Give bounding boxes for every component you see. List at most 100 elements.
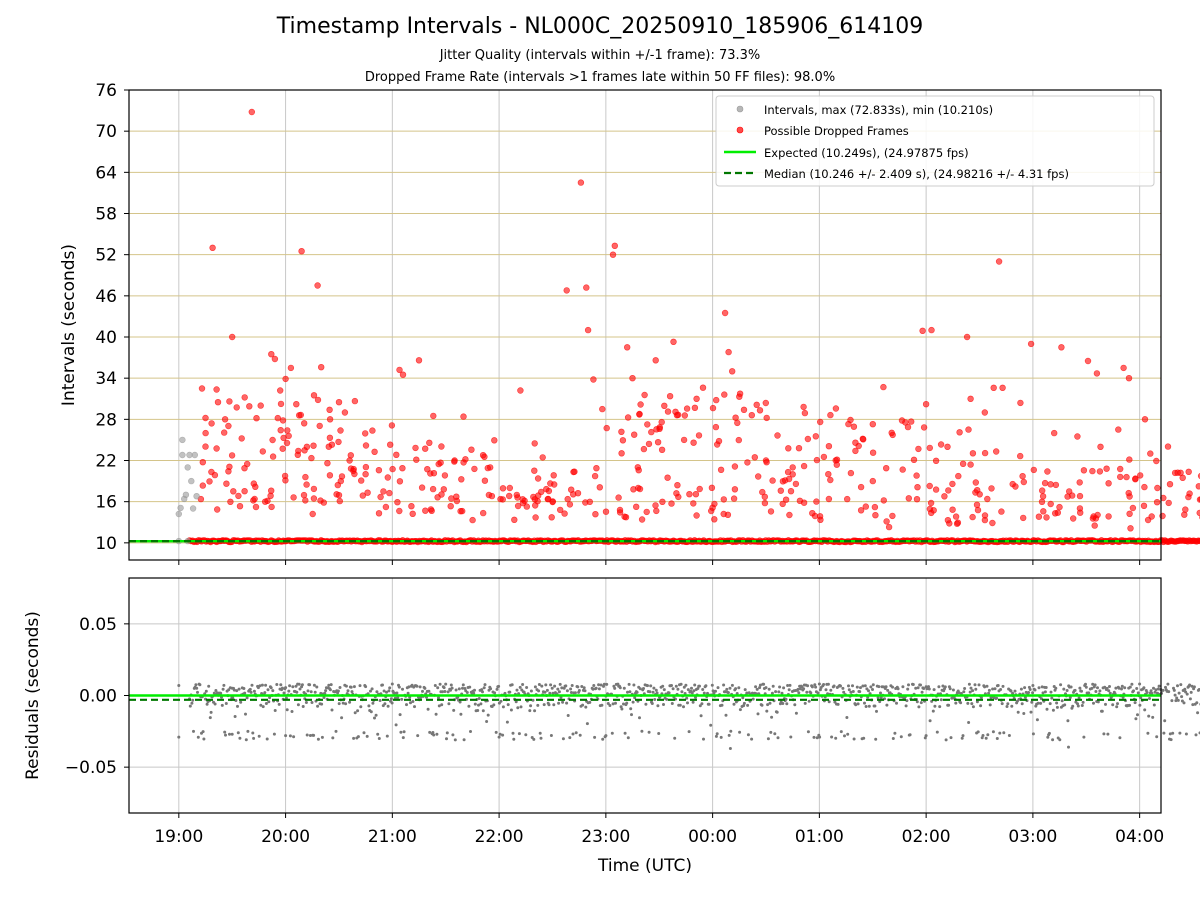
dropped-frame-point bbox=[1092, 515, 1100, 522]
residual-point bbox=[560, 686, 564, 690]
dropped-frame-point bbox=[448, 495, 455, 502]
dropped-frame-point bbox=[708, 484, 716, 491]
residual-point bbox=[258, 684, 262, 688]
bottom-ticks: 19:00 20:00 21:00 22:00 23:00 00:00 01:00 02:00… bbox=[65, 615, 1164, 847]
residual-point bbox=[529, 704, 533, 708]
residual-point bbox=[734, 687, 738, 691]
residual-point bbox=[570, 684, 574, 687]
residual-point bbox=[477, 703, 480, 707]
residual-point bbox=[622, 686, 626, 690]
residual-point bbox=[479, 702, 483, 706]
residual-point bbox=[901, 685, 905, 689]
residual-point bbox=[462, 738, 466, 742]
dropped-frame-point bbox=[1179, 474, 1186, 481]
dropped-frame-point bbox=[426, 439, 433, 446]
dropped-frame-point bbox=[326, 416, 334, 423]
residual-point bbox=[581, 703, 585, 707]
residual-point bbox=[758, 683, 762, 687]
dropped-frame-point bbox=[959, 460, 967, 467]
dropped-frame-point bbox=[804, 435, 812, 443]
residual-point bbox=[510, 683, 514, 687]
dropped-frame-point bbox=[308, 454, 315, 462]
residual-point bbox=[497, 684, 501, 688]
dropped-frame-point bbox=[424, 466, 431, 473]
dropped-frame-point bbox=[1020, 478, 1027, 486]
residual-point bbox=[1040, 685, 1044, 689]
residual-point bbox=[1184, 690, 1188, 694]
dropped-frame-point bbox=[1181, 511, 1188, 518]
dropped-frame-point bbox=[534, 498, 541, 505]
residual-point bbox=[822, 683, 826, 686]
residual-point bbox=[244, 738, 248, 742]
dropped-frame-point bbox=[779, 500, 786, 508]
residual-point bbox=[519, 705, 523, 709]
dropped-frame-point bbox=[619, 437, 627, 444]
residual-point bbox=[209, 710, 213, 714]
residual-point bbox=[1011, 691, 1015, 695]
residual-point bbox=[231, 696, 235, 700]
dropped-frame-point bbox=[813, 498, 820, 505]
residual-point bbox=[961, 734, 965, 738]
residual-point bbox=[515, 688, 519, 692]
dropped-frame-point bbox=[362, 442, 370, 449]
residual-point bbox=[272, 732, 276, 736]
residual-point bbox=[693, 683, 697, 687]
residual-point bbox=[316, 737, 320, 741]
dropped-frame-point bbox=[953, 520, 961, 527]
residual-point bbox=[409, 701, 412, 705]
residual-point bbox=[1120, 687, 1123, 691]
dropped-frame-point bbox=[1089, 467, 1096, 475]
dropped-frame-point bbox=[534, 492, 542, 499]
dropped-frame-point bbox=[1027, 340, 1035, 348]
residual-point bbox=[450, 686, 454, 690]
residual-point bbox=[745, 691, 749, 695]
residual-point bbox=[1152, 703, 1156, 707]
residual-point bbox=[292, 735, 296, 739]
residual-point bbox=[1197, 688, 1200, 691]
dropped-frame-point bbox=[774, 432, 781, 439]
dropped-frame-point bbox=[285, 432, 292, 440]
dropped-frame-point bbox=[221, 429, 228, 436]
residual-point bbox=[1048, 702, 1052, 706]
residual-point bbox=[642, 687, 645, 690]
residual-point bbox=[715, 732, 719, 736]
dropped-frame-point bbox=[664, 408, 672, 415]
dropped-frame-point bbox=[932, 486, 940, 493]
residual-point bbox=[671, 687, 675, 691]
residual-point bbox=[726, 691, 730, 695]
residual-point bbox=[976, 730, 980, 734]
residual-point bbox=[839, 684, 842, 688]
residual-point bbox=[260, 683, 264, 687]
dropped-frame-point bbox=[396, 507, 403, 515]
dropped-frame-point bbox=[591, 472, 599, 480]
residual-point bbox=[565, 701, 569, 705]
residual-point bbox=[571, 732, 575, 736]
dropped-frame-point bbox=[952, 513, 960, 520]
dropped-frame-point bbox=[302, 473, 309, 481]
residual-point bbox=[699, 714, 703, 718]
dropped-frame-point bbox=[279, 417, 287, 424]
dropped-frame-point bbox=[418, 484, 426, 491]
residual-point bbox=[264, 702, 268, 705]
residual-point bbox=[702, 737, 705, 741]
dropped-frame-point bbox=[283, 439, 291, 447]
dropped-frame-point bbox=[820, 453, 828, 461]
dropped-frame-point bbox=[984, 495, 991, 503]
residual-point bbox=[1149, 689, 1153, 693]
residual-point bbox=[1172, 688, 1176, 692]
residual-point bbox=[741, 696, 745, 700]
residual-point bbox=[802, 687, 806, 691]
dropped-frame-point bbox=[228, 452, 236, 459]
residual-point bbox=[320, 702, 324, 706]
residual-point bbox=[436, 686, 440, 690]
residual-point bbox=[986, 733, 990, 737]
residual-point bbox=[358, 684, 362, 688]
dropped-frame-point bbox=[690, 500, 697, 507]
dropped-frame-point bbox=[955, 472, 962, 480]
dropped-frame-point bbox=[910, 456, 918, 463]
residual-point bbox=[608, 704, 612, 707]
residual-point bbox=[1054, 686, 1058, 690]
dropped-frame-point bbox=[310, 495, 318, 502]
dropped-frame-point bbox=[1153, 499, 1161, 506]
dropped-frame-point bbox=[928, 326, 935, 334]
